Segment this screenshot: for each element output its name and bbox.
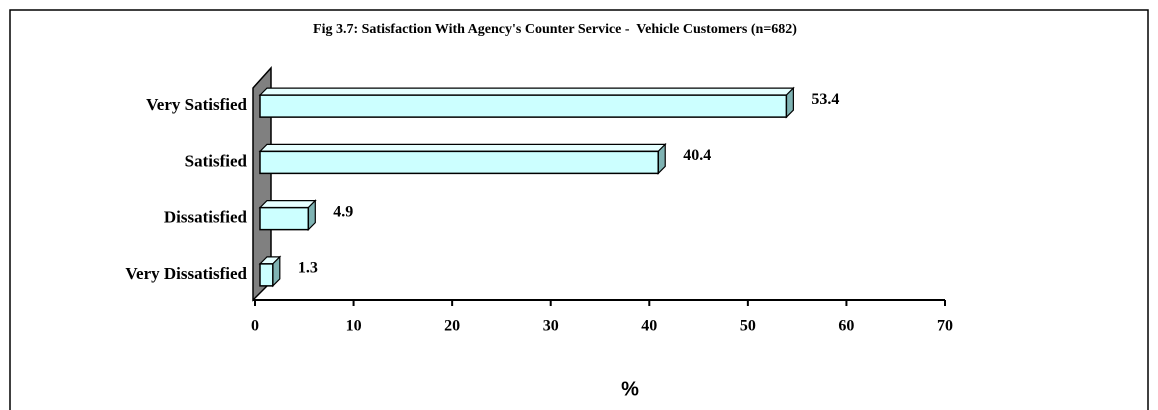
value-label: 53.4 xyxy=(811,91,839,108)
value-label: 1.3 xyxy=(298,260,318,277)
x-tick-label: 70 xyxy=(937,318,953,335)
chart-title: Fig 3.7: Satisfaction With Agency's Coun… xyxy=(313,22,797,37)
bar-top xyxy=(258,87,795,96)
y-tick-label: Very Dissatisfied xyxy=(125,264,247,283)
y-tick-label: Dissatisfied xyxy=(164,208,248,227)
bar-front xyxy=(259,206,310,231)
y-tick-label: Satisfied xyxy=(185,151,248,170)
bar xyxy=(258,142,667,175)
x-axis-label: % xyxy=(621,378,639,400)
bar xyxy=(258,199,317,232)
bar-front xyxy=(259,263,274,287)
x-tick-label: 20 xyxy=(444,318,460,335)
x-tick-label: 40 xyxy=(641,318,657,335)
bar-top xyxy=(258,200,317,209)
bar-front xyxy=(259,94,788,118)
bar-front xyxy=(259,150,659,175)
x-tick-label: 0 xyxy=(251,318,259,335)
chart-border xyxy=(9,9,1149,410)
axis-wall xyxy=(252,66,272,302)
bar-top xyxy=(258,143,667,152)
value-label: 4.9 xyxy=(333,203,353,220)
bar xyxy=(258,86,795,119)
x-tick-label: 10 xyxy=(346,318,362,335)
y-tick-label: Very Satisfied xyxy=(146,95,247,114)
value-label: 40.4 xyxy=(683,147,711,164)
x-tick-label: 60 xyxy=(838,318,854,335)
bar xyxy=(258,255,282,288)
x-tick-label: 30 xyxy=(543,318,559,335)
x-tick-label: 50 xyxy=(740,318,756,335)
